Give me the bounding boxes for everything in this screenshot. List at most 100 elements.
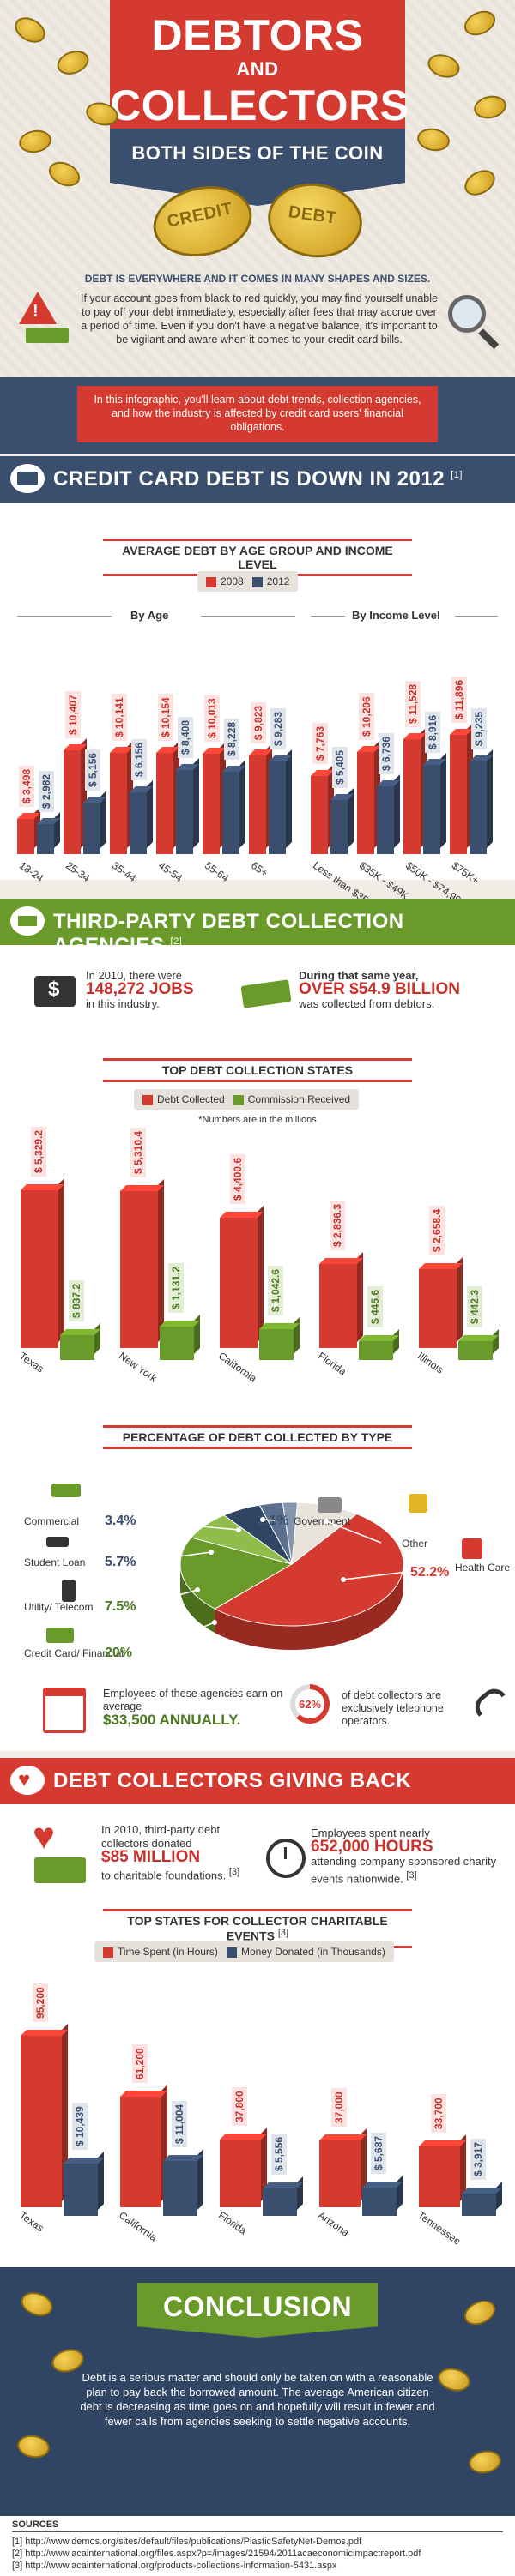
section1-band: CREDIT CARD DEBT IS DOWN IN 2012 [1] — [0, 456, 515, 503]
bar-debt-collected-top — [120, 1184, 164, 1191]
source-link-3[interactable]: [3] http://www.acainternational.org/prod… — [12, 2561, 337, 2571]
charity-chart-title-text: TOP STATES FOR COLLECTOR CHARITABLE EVEN… — [127, 1914, 388, 1943]
magnifier-handle — [478, 328, 500, 350]
source-link-1[interactable]: [1] http://www.demos.org/sites/default/f… — [12, 2537, 362, 2547]
states-chart-title: TOP DEBT COLLECTION STATES — [103, 1058, 412, 1082]
pie-leader-dot — [324, 1519, 329, 1524]
pie-value-label: 7.5% — [105, 1599, 136, 1614]
bar-2012 — [330, 799, 348, 854]
collected-pre: During that same year, — [299, 969, 419, 982]
bar-debt-collected — [120, 1190, 158, 1348]
value-label-2008: $ 10,141 — [112, 693, 127, 741]
coin-icon — [53, 46, 93, 79]
bar-money-donated-top — [362, 2181, 403, 2188]
category-label: 65+ — [248, 859, 270, 880]
bar-debt-collected-top — [419, 1263, 463, 1270]
pie-value-label: 20% — [105, 1646, 132, 1660]
value-label-commission: $ 445.6 — [367, 1285, 383, 1327]
category-label: Arizona — [315, 2209, 352, 2239]
value-label-2012: $ 6,156 — [131, 739, 147, 781]
legend-swatch-debt-collected — [142, 1094, 153, 1105]
bar-2008 — [403, 738, 421, 854]
magnifier-icon — [448, 295, 486, 333]
category-label: Illinois — [415, 1350, 446, 1376]
hours-post: attending company sponsored charity even… — [311, 1855, 497, 1886]
calendar-icon — [43, 1688, 86, 1733]
bar-commission-top — [160, 1320, 200, 1327]
bar-commission — [160, 1326, 194, 1360]
pie-slice-government — [282, 1502, 299, 1565]
bar-debt-collected-top — [319, 1258, 363, 1265]
legend-label-commission: Commission Received — [247, 1093, 351, 1105]
value-label-debt-collected: $ 5,329.2 — [31, 1126, 46, 1177]
bar-2008 — [357, 751, 374, 854]
value-label-debt-collected: $ 4,400.6 — [230, 1153, 245, 1204]
title-collectors: COLLECTORS — [110, 81, 409, 129]
jobs-value: 148,272 JOBS — [86, 980, 194, 998]
value-label-debt-collected: $ 2,836.3 — [330, 1200, 345, 1251]
legend-swatch-2008 — [206, 576, 216, 587]
coin-icon — [15, 2432, 52, 2461]
source-link-2[interactable]: [2] http://www.acainternational.org/file… — [12, 2549, 421, 2559]
value-label-2008: $ 11,528 — [405, 680, 421, 727]
card-icon — [46, 1628, 74, 1643]
employees-stat: Employees of these agencies earn on aver… — [103, 1688, 283, 1728]
phone-pct: 62% — [298, 1698, 322, 1711]
value-label-2012: $ 8,916 — [425, 711, 440, 753]
pie-value-label: 3.4% — [105, 1514, 136, 1528]
jobs-post: in this industry. — [86, 997, 160, 1010]
bar-commission-side — [393, 1329, 399, 1354]
value-label-2008: $ 7,763 — [312, 723, 328, 765]
value-label-2008: $ 10,206 — [359, 693, 374, 740]
coin-icon — [415, 125, 451, 154]
value-label-money-donated: $ 10,439 — [72, 2103, 88, 2151]
collected-post: was collected from debtors. — [299, 997, 435, 1010]
value-label-2012: $ 6,736 — [379, 733, 394, 775]
briefcase-icon — [34, 976, 76, 1007]
money-icon — [52, 1484, 81, 1497]
section2-body: $ In 2010, there were 148,272 JOBS in th… — [0, 945, 515, 1751]
bar-debt-collected — [419, 1269, 457, 1348]
category-label: 55-64 — [202, 859, 232, 885]
coin-icon — [10, 12, 50, 48]
title-and: AND — [236, 58, 279, 80]
grad-cap-icon — [46, 1537, 69, 1547]
bar-2008 — [17, 819, 34, 854]
category-label: 35-44 — [109, 859, 139, 885]
pie-category-label: Other — [402, 1538, 427, 1550]
pie-category-label: Utility/ Telecom — [24, 1601, 93, 1613]
pie-slice-health-care — [214, 1513, 404, 1627]
star-icon — [409, 1494, 427, 1513]
coin-icon — [460, 2296, 500, 2330]
value-label-2012: $ 8,408 — [178, 716, 193, 758]
value-label-debt-collected: $ 5,310.4 — [130, 1127, 146, 1177]
legend-label-2008: 2008 — [221, 575, 244, 587]
pie-leader-line — [138, 1551, 212, 1562]
collected-stat: During that same year, OVER $54.9 BILLIO… — [299, 969, 505, 1011]
phone-pct-ring-inner — [295, 1689, 324, 1718]
subtitle: BOTH SIDES OF THE COIN — [131, 142, 384, 164]
category-label: Tennessee — [415, 2209, 464, 2248]
by-age-label: By Age — [130, 609, 169, 622]
bar-2012 — [222, 772, 239, 854]
bar-debt-collected-side — [158, 1178, 164, 1342]
bar-2012 — [377, 786, 394, 854]
section3-band: ♥ DEBT COLLECTORS GIVING BACK — [0, 1758, 515, 1804]
money-stack-icon — [34, 1857, 86, 1883]
bar-2012-side — [286, 749, 292, 848]
section3-title: DEBT COLLECTORS GIVING BACK — [53, 1769, 412, 1792]
warning-icon — [19, 292, 57, 324]
bar-2008 — [110, 752, 127, 854]
bar-money-donated-top — [163, 2154, 203, 2161]
coin-icon — [45, 157, 84, 191]
coin-icon — [17, 127, 53, 156]
hours-ref: [3] — [406, 1870, 417, 1881]
legend-label-money: Money Donated (in Thousands) — [240, 1946, 385, 1958]
pie-category-label: Commercial — [24, 1515, 79, 1527]
value-label-2012: $ 2,982 — [39, 771, 54, 813]
value-label-2008: $ 10,013 — [204, 695, 220, 743]
pie-leader-line — [138, 1589, 198, 1607]
category-label: Texas — [16, 1350, 46, 1375]
title-banner — [110, 0, 405, 129]
section1-legend: 2008 2012 — [197, 571, 299, 592]
